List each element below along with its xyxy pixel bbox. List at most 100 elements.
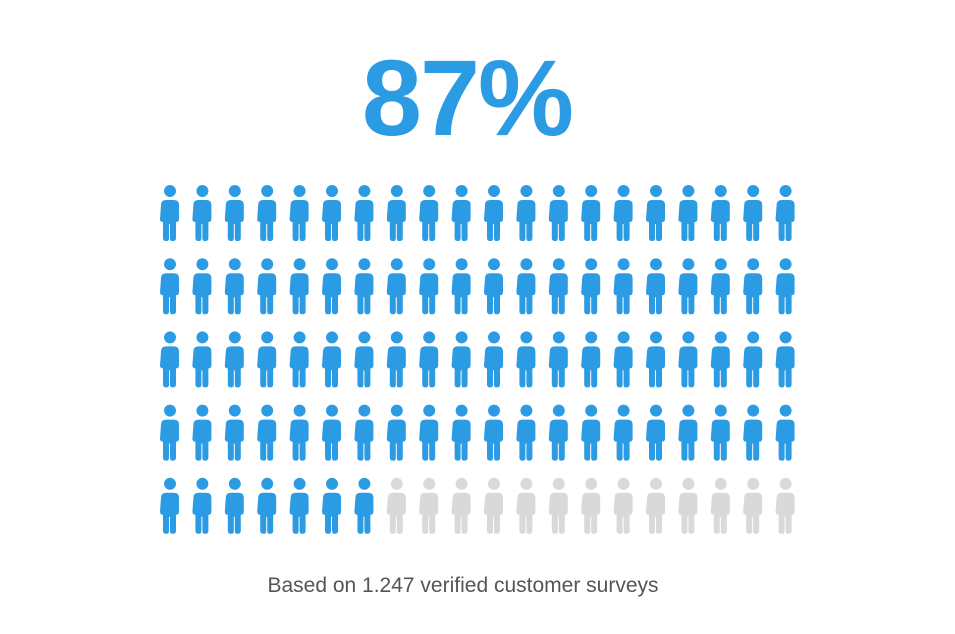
person-icon [257, 404, 277, 461]
person-icon [451, 185, 471, 241]
person-icon [743, 331, 763, 388]
person-icon [322, 185, 341, 241]
person-icon [451, 404, 471, 461]
person-icon [548, 404, 568, 461]
person-icon [386, 331, 406, 388]
person-icon [354, 404, 374, 461]
person-icon [419, 258, 439, 315]
person-icon [192, 185, 212, 241]
person-icon [484, 404, 503, 461]
person-icon [257, 185, 277, 241]
person-icon [548, 258, 568, 315]
person-icon [289, 331, 309, 388]
person-icon [516, 258, 536, 315]
person-icon [484, 185, 503, 241]
empty-icons [386, 477, 795, 534]
person-icon [257, 331, 277, 388]
person-icon [224, 331, 244, 388]
person-icon [192, 404, 212, 461]
person-icon [581, 404, 601, 461]
person-icon [224, 404, 244, 461]
person-icon [646, 331, 665, 388]
value-label: 87% [362, 37, 572, 158]
person-icon [548, 185, 568, 241]
person-icon [484, 477, 503, 534]
person-icon [354, 258, 374, 315]
person-icon [775, 404, 795, 461]
person-icon [322, 404, 341, 461]
person-icon [646, 258, 665, 315]
person-icon [613, 331, 633, 388]
person-icon [354, 477, 374, 534]
person-icon [322, 258, 341, 315]
person-icon [581, 477, 601, 534]
person-icon [516, 185, 536, 241]
person-icon [289, 258, 309, 315]
person-icon [224, 185, 244, 241]
person-icon [678, 477, 698, 534]
person-icon [775, 185, 795, 241]
filled-icons [160, 185, 795, 534]
person-icon [160, 258, 179, 315]
person-icon [386, 258, 406, 315]
person-icon [160, 185, 179, 241]
person-icon [192, 477, 212, 534]
person-icon [289, 477, 309, 534]
person-icon [775, 477, 795, 534]
person-icon [581, 258, 601, 315]
person-icon [548, 331, 568, 388]
person-icon [257, 258, 277, 315]
person-icon [257, 477, 277, 534]
person-icon [354, 331, 374, 388]
person-icon [354, 185, 374, 241]
person-icon [646, 185, 665, 241]
person-icon [451, 258, 471, 315]
person-icon [192, 258, 212, 315]
person-icon [710, 477, 730, 534]
person-icon [743, 404, 763, 461]
person-icon [419, 185, 439, 241]
person-icon [322, 331, 341, 388]
person-icon [581, 185, 601, 241]
person-icon [386, 185, 406, 241]
person-icon [419, 404, 439, 461]
person-icon [548, 477, 568, 534]
person-icon [224, 477, 244, 534]
person-icon [710, 331, 730, 388]
person-icon [710, 404, 730, 461]
person-icon [678, 185, 698, 241]
person-icon [419, 477, 439, 534]
person-icon [484, 258, 503, 315]
person-icon [613, 477, 633, 534]
person-icon [678, 404, 698, 461]
person-icon [646, 477, 665, 534]
person-icon [678, 331, 698, 388]
person-icon [516, 331, 536, 388]
person-icon [160, 331, 179, 388]
person-icon [322, 477, 341, 534]
person-icon [419, 331, 439, 388]
person-icon [743, 477, 763, 534]
person-icon [581, 331, 601, 388]
person-icon [743, 185, 763, 241]
person-icon [613, 185, 633, 241]
person-icon [386, 404, 406, 461]
person-icon [613, 404, 633, 461]
note: Based on 1.247 verified customer surveys [267, 574, 658, 597]
person-icon [289, 185, 309, 241]
person-icon [451, 331, 471, 388]
person-icon [646, 404, 665, 461]
person-icon [516, 477, 536, 534]
person-icon [678, 258, 698, 315]
person-icon [710, 258, 730, 315]
person-icon [386, 477, 406, 534]
person-icon [484, 331, 503, 388]
person-icon [710, 185, 730, 241]
person-icon [743, 258, 763, 315]
person-icon [516, 404, 536, 461]
person-icon [451, 477, 471, 534]
person-icon [289, 404, 309, 461]
person-icon [160, 477, 179, 534]
